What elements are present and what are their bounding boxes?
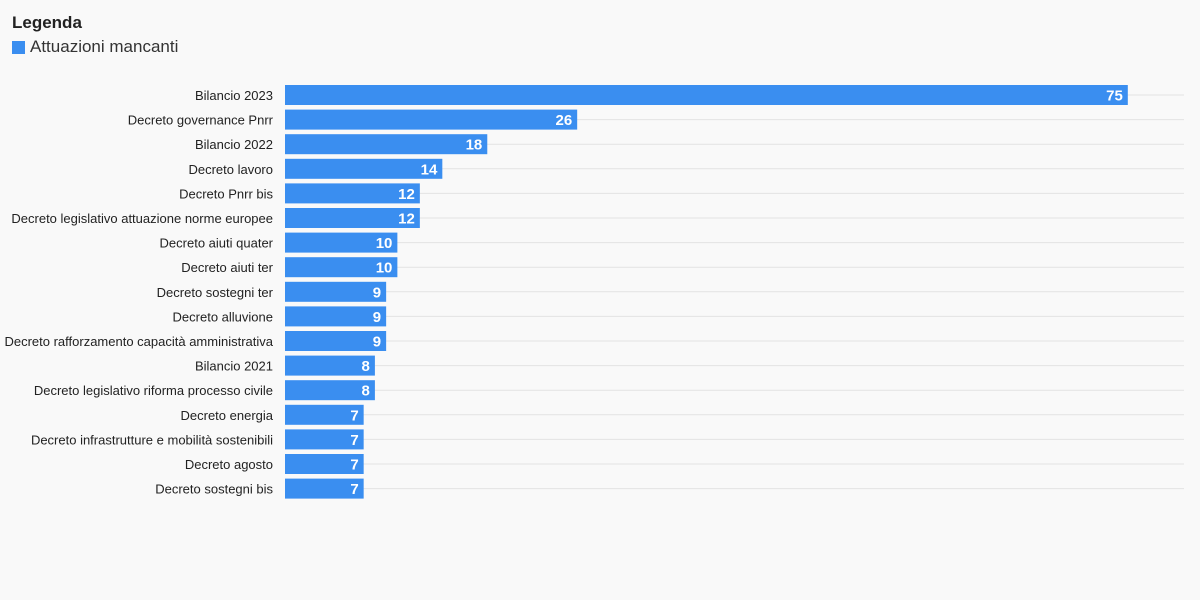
category-label: Decreto sostegni bis xyxy=(155,482,273,497)
data-label: 9 xyxy=(373,309,381,326)
category-label: Decreto alluvione xyxy=(173,309,273,324)
data-label: 8 xyxy=(362,383,370,400)
category-label: Decreto infrastrutture e mobilità sosten… xyxy=(31,432,273,447)
data-label: 10 xyxy=(376,235,393,252)
legend: Legenda Attuazioni mancanti xyxy=(12,12,178,58)
data-label: 75 xyxy=(1106,88,1123,105)
data-label: 7 xyxy=(350,481,358,498)
legend-item-attuazioni-mancanti[interactable]: Attuazioni mancanti xyxy=(12,36,178,58)
data-label: 7 xyxy=(350,457,358,474)
category-label: Decreto aiuti ter xyxy=(181,260,273,275)
category-label: Decreto lavoro xyxy=(188,162,273,177)
category-label: Bilancio 2021 xyxy=(195,359,273,374)
category-label: Decreto energia xyxy=(181,408,274,423)
data-label: 18 xyxy=(466,137,483,154)
category-label: Bilancio 2022 xyxy=(195,137,273,152)
bar[interactable] xyxy=(285,109,578,130)
data-label: 12 xyxy=(398,186,415,203)
bar[interactable] xyxy=(285,232,398,253)
bar[interactable] xyxy=(285,183,420,204)
category-label: Decreto governance Pnrr xyxy=(128,113,274,128)
category-label: Bilancio 2023 xyxy=(195,88,273,103)
category-labels: Bilancio 2023 Decreto governance Pnrr Bila… xyxy=(4,88,273,497)
category-label: Decreto sostegni ter xyxy=(157,285,274,300)
legend-item-label: Attuazioni mancanti xyxy=(30,37,179,56)
bar[interactable] xyxy=(285,85,1128,105)
category-label: Decreto legislativo attuazione norme eur… xyxy=(11,211,273,226)
data-label: 14 xyxy=(421,161,438,178)
bar[interactable] xyxy=(285,404,364,425)
data-label: 8 xyxy=(362,358,370,375)
bar[interactable] xyxy=(285,355,375,376)
bar[interactable] xyxy=(285,281,387,302)
data-label: 7 xyxy=(350,407,358,424)
data-label: 26 xyxy=(555,112,572,129)
legend-title: Legenda xyxy=(12,13,82,32)
category-label: Decreto agosto xyxy=(185,457,273,472)
category-label: Decreto rafforzamento capacità amministr… xyxy=(4,334,273,349)
data-label: 9 xyxy=(373,284,381,301)
bar[interactable] xyxy=(285,454,364,474)
data-label: 12 xyxy=(398,211,415,228)
bar[interactable] xyxy=(285,257,398,278)
data-label: 9 xyxy=(373,334,381,351)
bar[interactable] xyxy=(285,158,443,179)
category-label: Decreto aiuti quater xyxy=(160,236,274,251)
bar[interactable] xyxy=(285,380,375,401)
category-label: Decreto Pnrr bis xyxy=(179,186,273,201)
bar[interactable] xyxy=(285,331,387,351)
bar[interactable] xyxy=(285,208,420,228)
category-label: Decreto legislativo riforma processo civ… xyxy=(34,383,273,398)
legend-swatch xyxy=(12,40,25,54)
bar[interactable] xyxy=(285,134,488,155)
bar[interactable] xyxy=(285,478,364,499)
data-label: 10 xyxy=(376,260,393,277)
bar[interactable] xyxy=(285,306,387,327)
bar[interactable] xyxy=(285,429,364,450)
data-label: 7 xyxy=(350,432,358,449)
